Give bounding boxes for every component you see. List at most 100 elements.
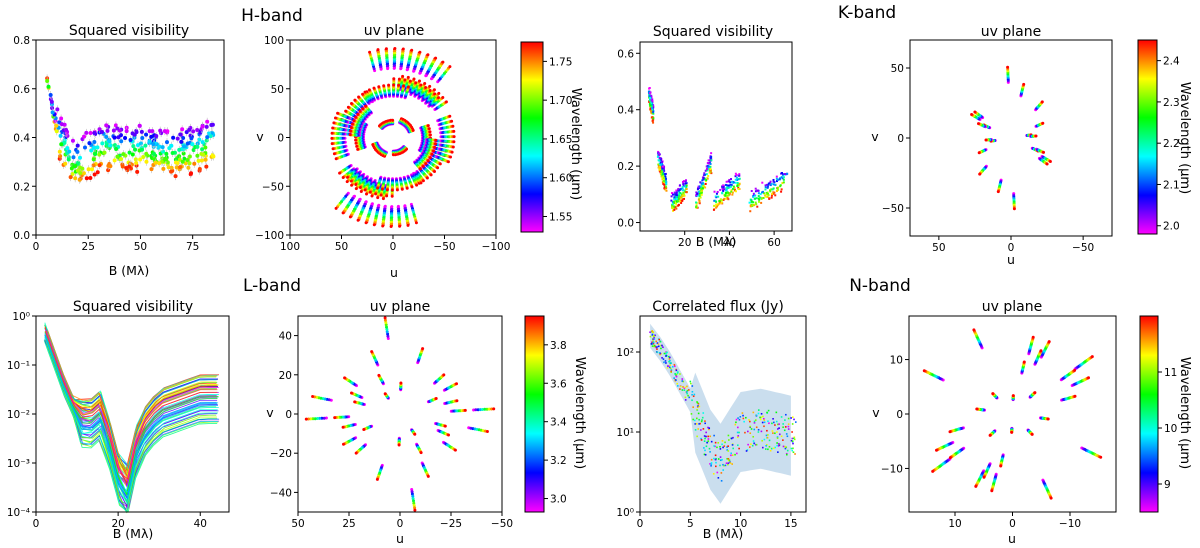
- x-tick-label: −50: [433, 241, 455, 253]
- data-points-l: [43, 322, 220, 514]
- data-point: [111, 128, 116, 133]
- data-point: [45, 78, 50, 83]
- data-point: [66, 157, 71, 162]
- colorbar-gradient: [524, 315, 545, 513]
- data-point: [775, 177, 778, 180]
- data-point: [779, 433, 781, 436]
- data-point: [764, 188, 767, 191]
- data-point: [735, 176, 738, 179]
- data-point: [790, 417, 792, 419]
- data-point: [657, 154, 660, 157]
- data-point: [700, 190, 703, 193]
- data-point: [106, 168, 111, 173]
- data-point: [678, 200, 681, 203]
- data-point: [185, 141, 190, 146]
- frame: [289, 39, 497, 236]
- data-point: [757, 412, 760, 415]
- uv-point: [481, 408, 484, 411]
- data-point: [720, 480, 723, 482]
- data-point: [674, 372, 676, 375]
- data-point: [734, 178, 737, 181]
- data-point: [712, 472, 715, 475]
- data-point: [736, 183, 739, 186]
- data-point: [157, 161, 162, 166]
- uv-point: [485, 407, 489, 411]
- data-point: [679, 385, 682, 388]
- data-point: [64, 127, 69, 132]
- data-point: [759, 196, 762, 199]
- data-point: [715, 203, 718, 206]
- data-point: [773, 447, 775, 450]
- y-tick-label: 0.2: [617, 161, 634, 173]
- uv-point: [472, 408, 476, 412]
- data-point: [663, 183, 666, 186]
- data-point: [736, 452, 738, 455]
- uv-point: [447, 433, 450, 437]
- data-point: [738, 177, 741, 180]
- data-point: [730, 184, 733, 187]
- data-curve: [46, 343, 217, 514]
- data-point: [738, 418, 741, 421]
- data-point: [668, 360, 670, 363]
- data-point: [737, 184, 740, 187]
- data-point: [677, 189, 680, 192]
- uv-point: [344, 109, 348, 113]
- data-point: [728, 178, 731, 181]
- data-point: [709, 170, 712, 173]
- data-point: [710, 464, 712, 467]
- data-point: [683, 389, 686, 391]
- data-point: [767, 434, 769, 436]
- y-tick-label: 10⁻¹: [7, 360, 30, 372]
- data-curve: [44, 335, 218, 500]
- data-curve: [44, 329, 219, 482]
- uv-point: [338, 171, 342, 175]
- data-point: [744, 431, 746, 434]
- band-title-l: L-band: [243, 276, 301, 296]
- title-l-uv: uv plane: [370, 299, 430, 315]
- data-point: [659, 353, 661, 356]
- data-point: [719, 459, 722, 462]
- data-point: [115, 154, 120, 159]
- colorbar-tick-label: 1.55: [549, 211, 572, 223]
- data-point: [180, 159, 185, 164]
- data-point: [68, 175, 73, 180]
- data-point: [651, 119, 654, 122]
- title-n-uv: uv plane: [982, 299, 1042, 315]
- data-point: [714, 445, 716, 448]
- data-point: [727, 445, 729, 447]
- data-point: [665, 352, 667, 355]
- uv-point: [410, 490, 414, 494]
- data-point: [738, 447, 740, 450]
- data-point: [728, 186, 731, 189]
- data-point: [705, 168, 708, 171]
- y-tick-label: −50: [262, 181, 284, 193]
- data-point: [684, 180, 687, 183]
- data-point: [651, 334, 654, 336]
- data-point: [659, 163, 662, 166]
- uv-point: [390, 194, 394, 198]
- data-point: [764, 448, 767, 450]
- data-point: [661, 173, 664, 176]
- data-point: [147, 139, 152, 144]
- data-point: [673, 363, 676, 366]
- data-point: [702, 428, 705, 430]
- y-tick-label: 50: [271, 84, 284, 96]
- data-point: [712, 208, 715, 211]
- uv-point: [413, 432, 417, 436]
- colorbar-tick-label: 2.0: [1163, 221, 1180, 233]
- data-point: [649, 97, 652, 100]
- data-point: [703, 453, 706, 456]
- data-point: [164, 151, 169, 156]
- data-point: [731, 180, 734, 183]
- uv-point: [346, 105, 350, 109]
- data-point: [652, 331, 654, 333]
- uv-point: [430, 152, 434, 156]
- data-point: [694, 429, 697, 431]
- uv-point: [411, 128, 415, 132]
- data-point: [88, 175, 93, 180]
- data-point: [782, 176, 785, 179]
- colorbar-tick-label: 2.1: [1163, 179, 1180, 191]
- data-point: [114, 146, 119, 151]
- data-point: [652, 105, 655, 108]
- data-point: [716, 203, 719, 206]
